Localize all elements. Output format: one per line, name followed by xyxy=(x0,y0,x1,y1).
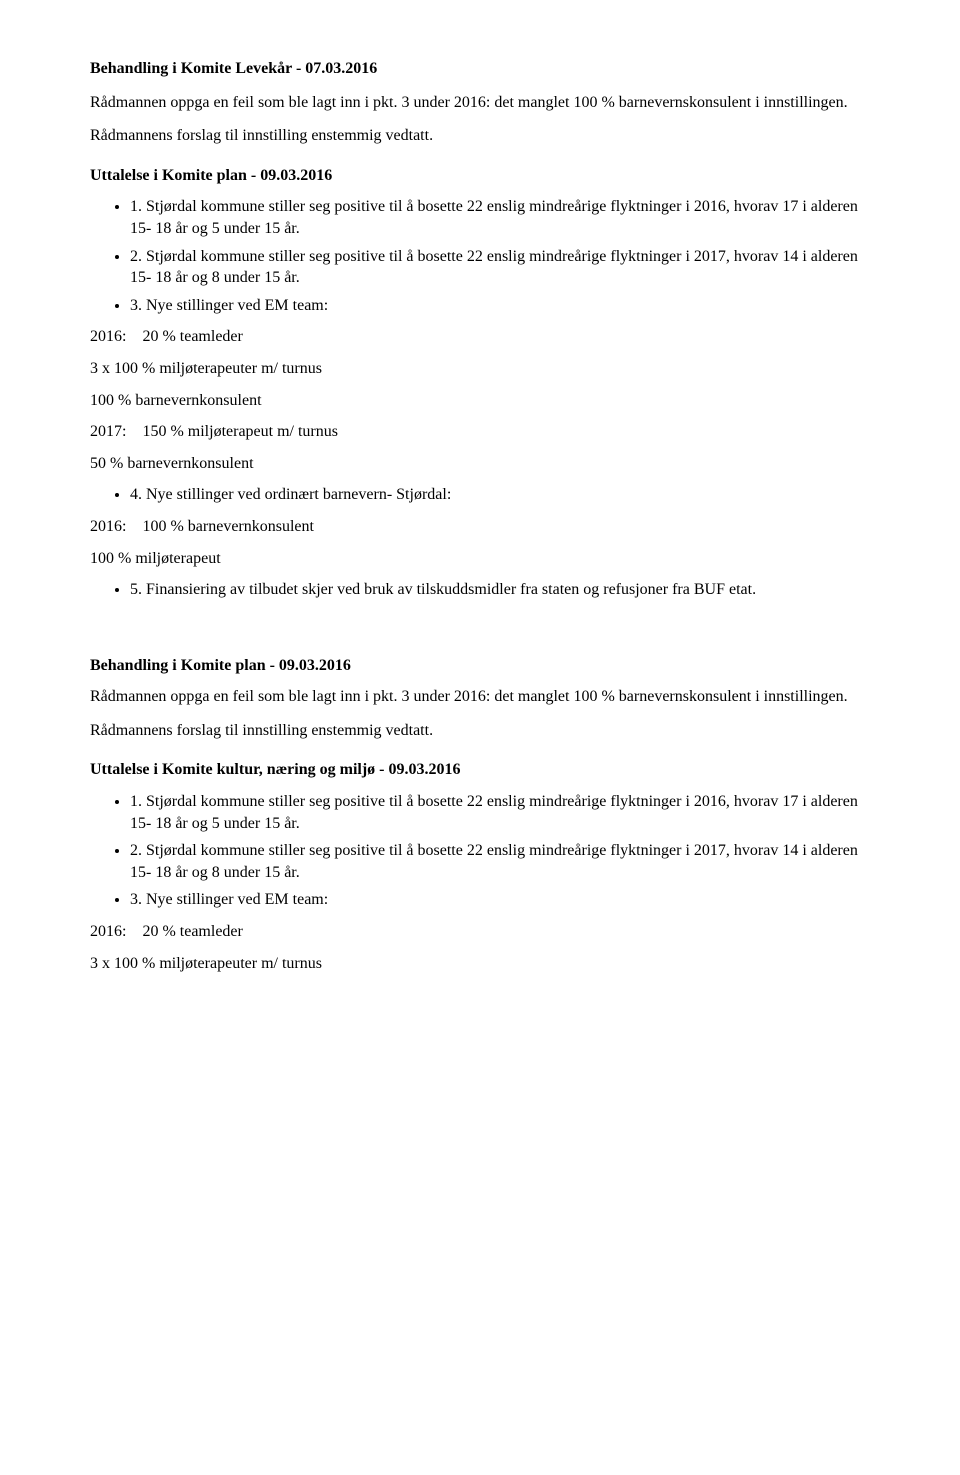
document-page: Behandling i Komite Levekår - 07.03.2016… xyxy=(0,0,960,1044)
bullet-list: 4. Nye stillinger ved ordinært barnevern… xyxy=(90,484,870,506)
year-label: 2016: xyxy=(90,518,126,535)
heading-uttalelse-plan: Uttalelse i Komite plan - 09.03.2016 xyxy=(90,165,870,187)
paragraph: Rådmannens forslag til innstilling enste… xyxy=(90,720,870,742)
list-item: 5. Finansiering av tilbudet skjer ved br… xyxy=(130,579,870,601)
list-item: 2. Stjørdal kommune stiller seg positive… xyxy=(130,840,870,883)
year-value: 100 % barnevernkonsulent xyxy=(142,518,314,535)
year-label: 2017: xyxy=(90,423,126,440)
paragraph: Rådmannen oppga en feil som ble lagt inn… xyxy=(90,92,870,114)
list-item: 3. Nye stillinger ved EM team: xyxy=(130,889,870,911)
paragraph: Rådmannens forslag til innstilling enste… xyxy=(90,125,870,147)
year-row: 2016: 20 % teamleder xyxy=(90,921,870,943)
heading-behandling-levekar: Behandling i Komite Levekår - 07.03.2016 xyxy=(90,58,870,80)
bullet-list: 1. Stjørdal kommune stiller seg positive… xyxy=(90,791,870,911)
list-item: 2. Stjørdal kommune stiller seg positive… xyxy=(130,246,870,289)
list-item: 1. Stjørdal kommune stiller seg positive… xyxy=(130,791,870,834)
year-row: 2016: 20 % teamleder xyxy=(90,326,870,348)
year-value: 20 % teamleder xyxy=(142,923,242,940)
year-value: 20 % teamleder xyxy=(142,328,242,345)
year-label: 2016: xyxy=(90,328,126,345)
sub-line: 100 % miljøterapeut xyxy=(90,548,870,570)
sub-line: 3 x 100 % miljøterapeuter m/ turnus xyxy=(90,953,870,975)
year-value: 150 % miljøterapeut m/ turnus xyxy=(142,423,338,440)
year-row: 2017: 150 % miljøterapeut m/ turnus xyxy=(90,421,870,443)
heading-uttalelse-kultur: Uttalelse i Komite kultur, næring og mil… xyxy=(90,759,870,781)
list-item: 1. Stjørdal kommune stiller seg positive… xyxy=(130,196,870,239)
sub-line: 3 x 100 % miljøterapeuter m/ turnus xyxy=(90,358,870,380)
bullet-list: 1. Stjørdal kommune stiller seg positive… xyxy=(90,196,870,316)
list-item: 3. Nye stillinger ved EM team: xyxy=(130,295,870,317)
sub-line: 100 % barnevernkonsulent xyxy=(90,390,870,412)
bullet-list: 5. Finansiering av tilbudet skjer ved br… xyxy=(90,579,870,601)
paragraph: Rådmannen oppga en feil som ble lagt inn… xyxy=(90,686,870,708)
list-item: 4. Nye stillinger ved ordinært barnevern… xyxy=(130,484,870,506)
year-label: 2016: xyxy=(90,923,126,940)
year-row: 2016: 100 % barnevernkonsulent xyxy=(90,516,870,538)
heading-behandling-plan: Behandling i Komite plan - 09.03.2016 xyxy=(90,655,870,677)
sub-line: 50 % barnevernkonsulent xyxy=(90,453,870,475)
